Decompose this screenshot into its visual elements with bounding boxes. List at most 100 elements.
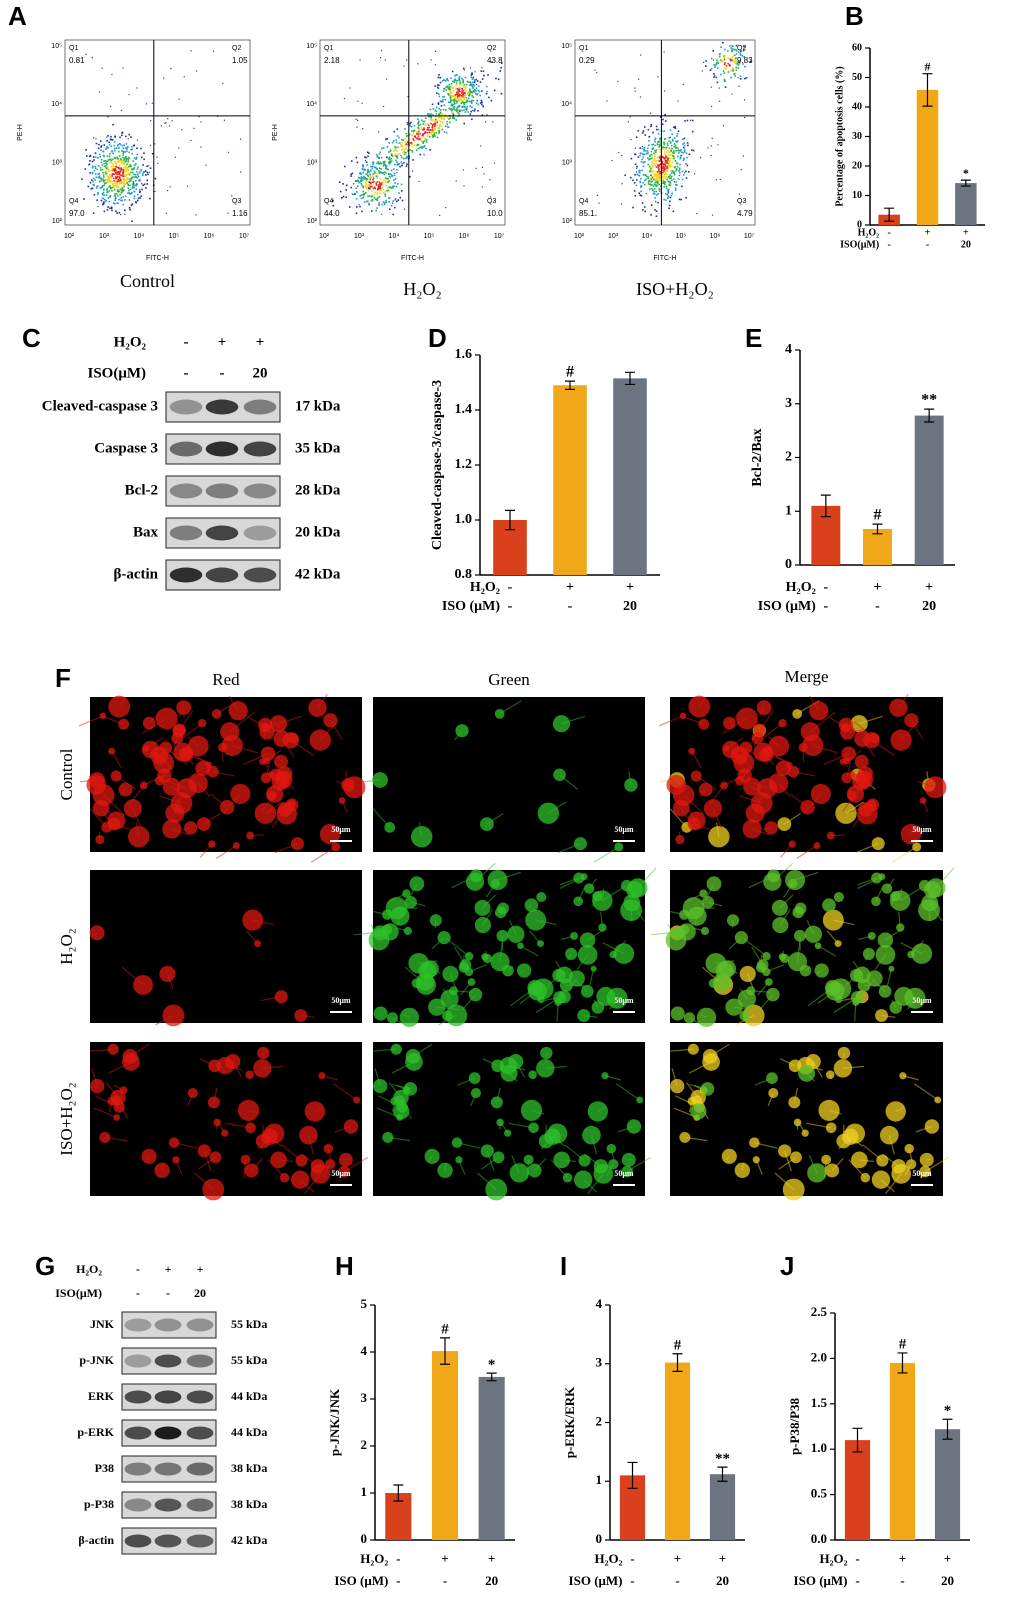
quadrant-id: Q3 (232, 198, 241, 205)
event-dot (641, 169, 644, 172)
event-dot (356, 206, 358, 208)
event-dot (433, 134, 436, 137)
event-dot (91, 167, 94, 169)
event-dot (415, 149, 418, 152)
event-dot (437, 102, 440, 104)
event-dot (409, 175, 411, 178)
event-dot (129, 188, 131, 190)
event-dot (471, 91, 473, 94)
event-dot (376, 198, 379, 200)
event-dot (670, 177, 672, 179)
event-dot (449, 96, 452, 98)
y-tick-label: 10 (852, 190, 862, 201)
cell (786, 761, 793, 769)
event-dot (365, 179, 368, 182)
quadrant-value: 9.83 (737, 56, 753, 65)
event-dot (142, 164, 144, 166)
event-dot (693, 173, 696, 175)
event-dot (394, 163, 396, 166)
event-dot (178, 147, 180, 149)
event-dot (435, 106, 438, 109)
cell-process (728, 937, 742, 950)
event-dot (722, 125, 725, 127)
event-dot (381, 147, 383, 150)
error-bar (672, 1353, 683, 1372)
condition-value: - (508, 599, 513, 614)
event-dot (124, 178, 127, 181)
event-dot (128, 157, 130, 160)
event-dot (470, 90, 473, 93)
cell-process (243, 753, 269, 765)
event-dot (481, 90, 483, 92)
cell-process (779, 909, 791, 926)
event-dot (99, 140, 102, 143)
cell-process (291, 801, 296, 806)
event-dot (109, 138, 112, 141)
event-dot (685, 177, 688, 179)
cell-process (341, 800, 348, 813)
event-dot (716, 67, 719, 69)
event-dot (458, 113, 461, 116)
event-dot (119, 213, 122, 216)
event-dot (390, 158, 392, 160)
event-dot (385, 78, 388, 80)
event-dot (482, 105, 485, 107)
event-dot (364, 159, 367, 162)
condition-value: 20 (716, 1573, 729, 1588)
event-dot (465, 94, 467, 96)
cell (154, 1162, 170, 1178)
event-dot (222, 82, 224, 84)
event-dot (365, 178, 367, 180)
event-dot (406, 140, 409, 142)
event-dot (423, 128, 426, 131)
event-dot (666, 159, 669, 162)
y-tick-label: 2.5 (811, 1304, 828, 1319)
event-dot (438, 131, 441, 133)
event-dot (379, 151, 381, 153)
panel-label: F (55, 663, 71, 693)
cell-process (566, 953, 572, 961)
event-dot (129, 180, 131, 182)
cell-process (290, 739, 315, 756)
cell-process (552, 1136, 566, 1147)
panel-label: C (22, 323, 41, 353)
event-dot (743, 99, 746, 101)
event-dot (650, 123, 653, 126)
event-dot (669, 180, 671, 183)
event-dot (116, 158, 119, 161)
event-dot (420, 127, 423, 129)
event-dot (358, 204, 360, 206)
event-dot (641, 147, 644, 150)
event-dot (397, 199, 400, 201)
event-dot (735, 53, 738, 55)
event-dot (441, 128, 444, 131)
event-dot (104, 160, 107, 162)
event-dot (417, 147, 420, 150)
event-dot (388, 180, 390, 182)
event-dot (380, 162, 383, 165)
event-dot (668, 184, 671, 186)
event-dot (679, 171, 681, 174)
event-dot (649, 183, 651, 185)
y-tick-label: 10⁵ (306, 43, 317, 50)
event-dot (148, 171, 150, 174)
condition-label: ISO(μM) (55, 1286, 102, 1300)
event-dot (640, 177, 642, 180)
event-dot (94, 152, 97, 154)
panel-label: J (780, 1251, 794, 1281)
event-dot (396, 128, 399, 130)
event-dot (652, 185, 655, 188)
cell-process (187, 1092, 194, 1107)
cell-process (733, 1006, 757, 1011)
cell-process (852, 960, 863, 976)
event-dot (406, 124, 408, 126)
event-dot (677, 155, 679, 158)
event-dot (651, 180, 653, 183)
cell-process (806, 1122, 832, 1129)
panel-label: A (8, 1, 27, 31)
event-dot (732, 59, 735, 61)
event-dot (438, 95, 441, 98)
event-dot (640, 190, 642, 193)
event-dot (449, 97, 452, 100)
event-dot (118, 177, 121, 180)
